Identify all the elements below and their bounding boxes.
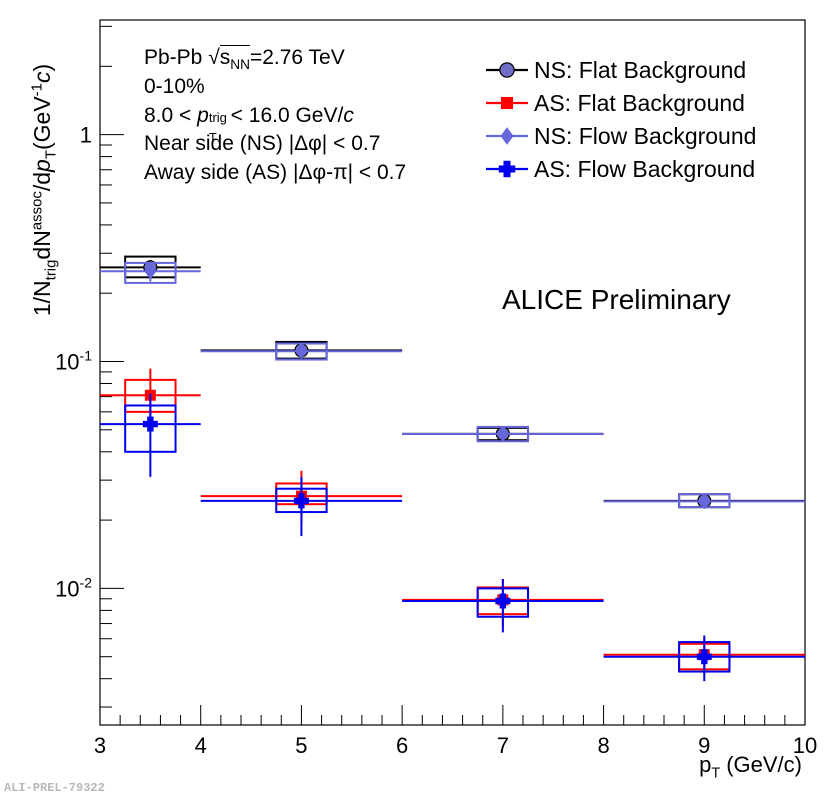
series-as-flow-background [100,393,805,682]
annotation-trigger: 8.0 < p trig T < 16.0 GeV/c [144,104,354,145]
data-point [701,649,708,665]
x-tick-label: 4 [195,733,207,758]
legend-label-ns-flow: NS: Flow Background [534,123,757,149]
legend-marker [503,160,511,178]
x-tick-label: 7 [497,733,509,758]
x-tick-label: 10 [793,733,817,758]
alice-preliminary-label: ALICE Preliminary [502,284,731,315]
x-tick-label: 6 [396,733,408,758]
data-point [144,263,157,280]
x-tick-label: 3 [94,733,106,758]
series-as-flat-background [100,368,805,674]
legend-label-ns-flat: NS: Flat Background [534,57,747,83]
legend-label-as-flow: AS: Flow Background [534,156,756,182]
y-tick-label: 10-2 [55,574,92,601]
legend-marker [500,96,514,110]
plot-frame [99,19,806,726]
axis-ticks: 3 4 5 6 7 8 9 10 1 10-1 10-2 [55,25,817,758]
y-tick-label: 10-1 [55,348,92,375]
data-point [698,493,711,510]
legend-marks [486,62,528,178]
x-axis-title: pT (GeV/c) [699,752,802,782]
y-axis-title: 1/NtrigdNassoc/dpT(GeV-1c) [28,63,60,317]
data-point [496,425,509,442]
legend-marker [500,127,514,145]
data-marks [100,255,805,682]
annotation-system: Pb-Pb √sNN=2.76 TeV [144,45,345,73]
data-point [147,416,154,432]
figure-id-label: ALI-PREL-79322 [4,781,105,795]
y-tick-label: 1 [80,123,92,148]
annotation-away-side: Away side (AS) |Δφ-π| < 0.7 [144,161,407,184]
series-ns-flow-background [100,261,805,510]
plot-border [99,19,806,726]
x-tick-label: 5 [295,733,307,758]
annotation-centrality: 0-10% [144,75,205,98]
legend-label-as-flat: AS: Flat Background [534,90,745,116]
x-tick-label: 8 [597,733,609,758]
legend-marker [499,62,515,78]
annotation-near-side: Near side (NS) |Δφ| < 0.7 [144,132,381,155]
data-point [298,493,305,509]
data-point [295,343,308,360]
data-point [499,593,507,609]
x-tick-label: 9 [698,733,710,758]
